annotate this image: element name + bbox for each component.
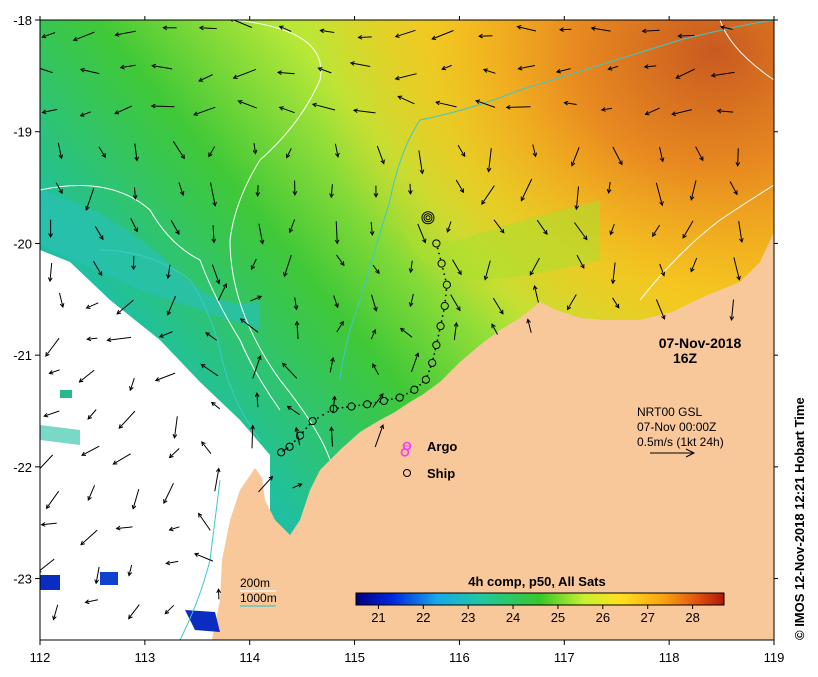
ship-track-dot xyxy=(322,414,324,416)
ship-track-dot xyxy=(442,268,444,270)
argo-legend-label: Argo xyxy=(427,439,457,454)
map-plot-area xyxy=(30,18,774,640)
current-arrow-shaft xyxy=(359,37,372,38)
current-arrow-shaft xyxy=(738,148,739,165)
x-tick-label: 117 xyxy=(554,650,575,665)
ship-track-dot xyxy=(317,417,319,419)
current-scale-label: 0.5m/s (1kt 24h) xyxy=(637,435,724,449)
y-tick-label: -23 xyxy=(13,572,32,587)
colorbar-tick-label: 27 xyxy=(640,610,654,625)
map-time: 16Z xyxy=(673,350,698,366)
map-date: 07-Nov-2018 xyxy=(659,335,742,351)
ship-track-dot xyxy=(358,405,360,407)
ship-track-dot xyxy=(433,353,435,355)
ship-track-dot xyxy=(438,253,440,255)
ship-track-dot xyxy=(375,402,377,404)
ship-track-dot xyxy=(442,315,444,317)
ship-track-dot xyxy=(443,273,445,275)
ship-track-dot xyxy=(445,279,447,281)
ship-track-dot xyxy=(438,335,440,337)
cold-patch xyxy=(40,575,60,590)
ship-track-dot xyxy=(406,393,408,395)
x-tick-label: 119 xyxy=(764,650,785,665)
y-tick-label: -22 xyxy=(13,460,32,475)
ship-track-dot xyxy=(437,248,439,250)
ship-track-dot xyxy=(284,449,286,451)
cold-patch-west xyxy=(100,572,118,585)
colorbar-gradient xyxy=(356,593,724,605)
ship-track-dot xyxy=(439,258,441,260)
cool-patch-small xyxy=(60,390,72,398)
colorbar-tick-label: 23 xyxy=(461,610,475,625)
ship-track-dot xyxy=(305,427,307,429)
x-tick-label: 112 xyxy=(30,650,51,665)
x-tick-label: 118 xyxy=(659,650,680,665)
ship-track-dot xyxy=(444,300,446,302)
current-date-label: 07-Nov 00:00Z xyxy=(637,420,716,434)
y-tick-label: -19 xyxy=(13,125,32,140)
ship-track-dot xyxy=(342,407,344,409)
ship-track-dot xyxy=(437,339,439,341)
ship-legend-label: Ship xyxy=(427,466,455,481)
imos-credit: © IMOS 12-Nov-2018 12:21 Hobart Time xyxy=(792,397,807,640)
x-tick-label: 113 xyxy=(134,650,155,665)
colorbar-tick-label: 25 xyxy=(551,610,565,625)
y-tick-label: -21 xyxy=(13,348,32,363)
ship-track-dot xyxy=(419,384,421,386)
current-arrow-head xyxy=(30,65,34,69)
ship-track-dot xyxy=(428,370,430,372)
colorbar-tick-label: 24 xyxy=(506,610,520,625)
ship-track-dot xyxy=(439,330,441,332)
ship-track-dot xyxy=(445,294,447,296)
y-tick-label: -20 xyxy=(13,236,32,251)
x-tick-label: 116 xyxy=(449,650,470,665)
x-tick-label: 115 xyxy=(344,650,365,665)
ship-track-dot xyxy=(441,320,443,322)
colorbar-tick-label: 22 xyxy=(416,610,430,625)
colorbar-title: 4h comp, p50, All Sats xyxy=(468,574,606,589)
ship-track-dot xyxy=(327,411,329,413)
colorbar-tick-label: 28 xyxy=(685,610,699,625)
colorbar-tick-label: 21 xyxy=(371,610,385,625)
current-arrow-shaft xyxy=(507,107,531,108)
current-arrow-shaft xyxy=(678,35,694,36)
ship-track-dot xyxy=(445,289,447,291)
isobath-200m-label: 200m xyxy=(240,576,270,590)
ship-track-dot xyxy=(391,398,393,400)
y-tick-label: -18 xyxy=(13,13,32,28)
ship-track-dot xyxy=(443,310,445,312)
ship-track-dot xyxy=(294,440,296,442)
current-source-label: NRT00 GSL xyxy=(637,405,702,419)
colorbar-tick-label: 26 xyxy=(596,610,610,625)
isobath-1000m-label: 1000m xyxy=(240,591,277,605)
x-tick-label: 114 xyxy=(239,650,260,665)
current-arrow-shaft xyxy=(252,426,253,449)
